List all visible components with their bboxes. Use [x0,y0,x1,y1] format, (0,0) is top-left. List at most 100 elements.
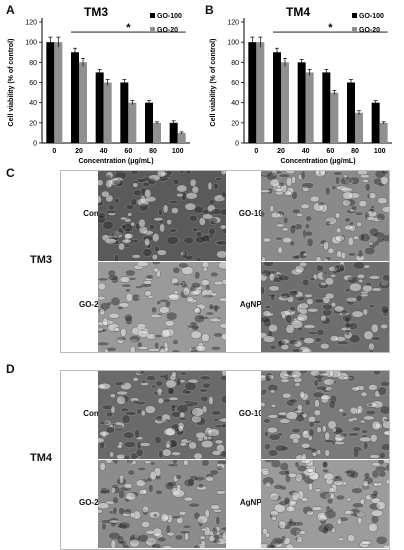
cell [129,538,140,548]
bar-go-20 [256,42,265,143]
cell [167,481,177,488]
cell [355,294,363,302]
cell [345,321,351,330]
cell [131,293,141,302]
cell [216,465,223,471]
cell [316,271,328,281]
legend-label: GO-100 [359,13,384,20]
cell [220,375,226,382]
cell [296,213,303,217]
x-tick-label: 20 [75,148,83,155]
cell [297,174,303,180]
cell [156,300,162,305]
cell [280,338,290,345]
cell [368,241,374,246]
cell [157,397,164,405]
cell [159,223,165,233]
cell [153,513,158,518]
cell [370,509,384,517]
cell [335,494,346,501]
cell [168,200,179,205]
cell [183,400,195,405]
cell [282,236,293,244]
cell [380,176,389,185]
cell [358,200,367,208]
cell [385,463,389,472]
cell [313,379,319,387]
cell [208,303,214,310]
cell [325,505,331,511]
cell [110,276,119,284]
cell [138,202,149,212]
cell [376,236,385,244]
cell [215,241,223,246]
cell [328,487,335,493]
cell [156,249,167,256]
cell [304,293,313,298]
cell [302,252,308,257]
cell [325,220,331,227]
cell [202,266,208,272]
cell [379,405,389,415]
cell [347,418,354,423]
panel-label-c: C [6,166,15,180]
cell [113,327,120,332]
cell [287,472,297,479]
cell [275,236,283,241]
cell [155,489,163,495]
cell [342,191,354,200]
cell [371,469,380,479]
cell [322,308,333,317]
cell [371,462,383,467]
x-tick-label: 100 [172,148,184,155]
cell [343,174,348,182]
cell [205,311,215,316]
micrograph-texture [261,262,389,352]
cell [278,469,290,476]
cell [118,489,126,499]
cell [171,277,179,286]
cell [108,519,121,524]
cell [362,284,373,293]
cell [329,335,339,342]
cell [343,224,354,231]
cell [116,453,126,459]
cell [382,544,389,548]
cell [149,470,157,481]
cell [99,308,106,316]
cell [136,466,147,471]
cell [382,307,389,317]
cell [117,227,124,236]
cell [333,264,345,274]
micrograph-texture [261,371,389,459]
bar-go-100 [120,82,129,143]
y-tick-label: 40 [231,100,239,107]
cell [105,411,113,418]
micrograph-con [98,171,226,261]
bar-go-100 [297,62,306,144]
cell [141,520,151,528]
cell [221,531,226,541]
x-tick-label: 40 [100,148,108,155]
micrograph-label-go100: GO-100 [238,209,268,218]
cell [368,192,377,199]
cell [346,297,357,303]
cell [207,428,220,437]
cell [291,371,302,379]
cell [319,171,326,177]
cell [263,443,271,450]
cell [278,520,287,530]
cell [323,378,335,386]
legend-swatch [150,27,155,32]
cell [109,424,114,428]
cell [210,271,219,278]
cell [188,214,198,223]
cell [344,217,351,223]
cell [186,296,195,302]
cell [184,381,197,392]
cell [348,208,356,213]
y-tick-label: 20 [231,120,239,127]
cell [138,218,146,228]
cell [359,174,371,179]
cell [116,395,126,405]
